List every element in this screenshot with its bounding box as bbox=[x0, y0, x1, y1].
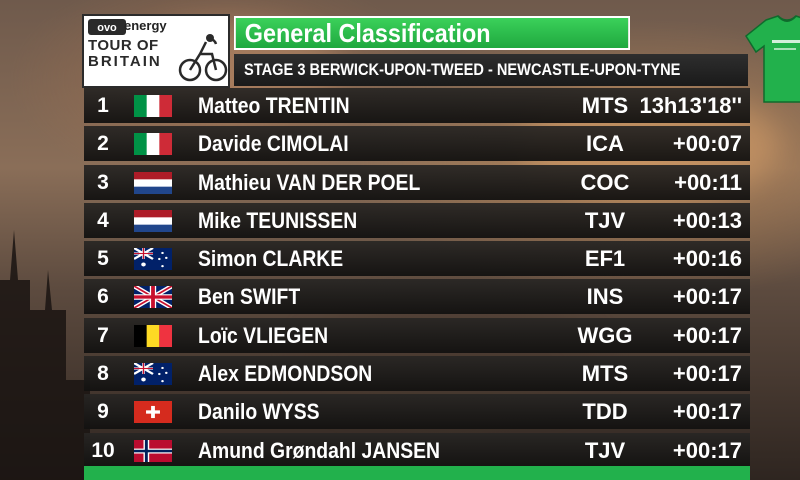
rider-name: Simon CLARKE bbox=[198, 246, 344, 272]
gap-time: +00:07 bbox=[672, 131, 742, 157]
rider-name: Loïc VLIEGEN bbox=[198, 322, 329, 348]
norway-flag-icon bbox=[134, 439, 172, 462]
italy-flag-icon bbox=[134, 95, 172, 117]
green-jersey-icon bbox=[745, 15, 800, 103]
rank: 9 bbox=[97, 400, 109, 424]
page-title: General Classification bbox=[234, 16, 630, 50]
table-row: 10 Amund Grøndahl JANSEN TJV +00:17 bbox=[84, 432, 750, 468]
stage-info: STAGE 3 BERWICK-UPON-TWEED - NEWCASTLE-U… bbox=[234, 54, 748, 86]
gap-time: 13h13'18'' bbox=[639, 93, 742, 118]
table-row: 2 Davide CIMOLAI ICA +00:07 bbox=[84, 126, 750, 162]
footer-bar bbox=[84, 466, 750, 480]
rank: 2 bbox=[97, 132, 109, 156]
rider-name: Mike TEUNISSEN bbox=[198, 207, 358, 233]
logo-text-line1: TOUR OF bbox=[88, 37, 159, 54]
netherlands-flag-icon bbox=[134, 209, 172, 232]
table-row: 9 Danilo WYSS TDD +00:17 bbox=[84, 394, 750, 430]
rank: 4 bbox=[97, 208, 109, 232]
australia-flag-icon bbox=[134, 248, 172, 271]
gap-time: +00:11 bbox=[674, 169, 742, 195]
gap-time: +00:17 bbox=[672, 361, 742, 387]
tour-of-britain-logo: ovo energy TOUR OF BRITAIN bbox=[82, 14, 230, 88]
table-row: 8 Alex EDMONDSON MTS +00:17 bbox=[84, 356, 750, 392]
gap-time: +00:17 bbox=[672, 322, 742, 348]
team-code: MTS bbox=[581, 93, 629, 118]
italy-flag-icon bbox=[134, 133, 172, 156]
switzerland-flag-icon bbox=[134, 401, 172, 424]
sponsor-label: energy bbox=[124, 18, 167, 33]
table-row: 4 Mike TEUNISSEN TJV +00:13 bbox=[84, 202, 750, 238]
table-row: 3 Mathieu VAN DER POEL COC +00:11 bbox=[84, 164, 750, 200]
team-code: ICA bbox=[586, 131, 624, 157]
rider-name: Danilo WYSS bbox=[198, 399, 320, 425]
uk-flag-icon bbox=[134, 286, 172, 309]
standings-table: 1 Matteo TRENTIN MTS 13h13'18'' 2 Davide CIMO… bbox=[84, 88, 750, 471]
table-row: 6 Ben SWIFT INS +00:17 bbox=[84, 279, 750, 315]
rank: 1 bbox=[97, 94, 109, 117]
team-code: WGG bbox=[577, 322, 633, 348]
gap-time: +00:17 bbox=[672, 437, 742, 463]
table-row: 5 Simon CLARKE EF1 +00:16 bbox=[84, 241, 750, 277]
rider-name: Matteo TRENTIN bbox=[198, 93, 350, 118]
cyclist-icon bbox=[178, 34, 228, 82]
rider-name: Amund Grøndahl JANSEN bbox=[198, 437, 441, 463]
svg-text:ovo: ovo bbox=[97, 22, 117, 34]
building-silhouette bbox=[0, 230, 90, 480]
netherlands-flag-icon bbox=[134, 171, 172, 194]
stage-label: STAGE 3 BERWICK-UPON-TWEED - NEWCASTLE-U… bbox=[244, 60, 681, 79]
gap-time: +00:17 bbox=[672, 399, 742, 425]
belgium-flag-icon bbox=[134, 324, 172, 347]
team-code: COC bbox=[580, 169, 630, 195]
australia-flag-icon bbox=[134, 363, 172, 386]
gap-time: +00:17 bbox=[672, 284, 742, 310]
header: ovo energy TOUR OF BRITAIN General Class… bbox=[82, 14, 800, 103]
table-row: 1 Matteo TRENTIN MTS 13h13'18'' bbox=[84, 88, 750, 123]
rank: 5 bbox=[97, 247, 109, 271]
rank: 10 bbox=[91, 438, 115, 462]
rider-name: Ben SWIFT bbox=[198, 284, 301, 310]
team-code: EF1 bbox=[584, 246, 626, 272]
rank: 7 bbox=[97, 323, 109, 347]
team-code: INS bbox=[586, 284, 624, 310]
rank: 8 bbox=[97, 362, 109, 386]
gap-time: +00:16 bbox=[672, 246, 742, 272]
rank: 6 bbox=[97, 285, 109, 309]
team-code: TDD bbox=[582, 399, 628, 425]
ovo-logo-icon: ovo bbox=[88, 19, 126, 35]
team-code: TJV bbox=[584, 437, 626, 463]
table-row: 7 Loïc VLIEGEN WGG +00:17 bbox=[84, 317, 750, 353]
logo-text-line2: BRITAIN bbox=[88, 53, 162, 70]
team-code: TJV bbox=[584, 207, 626, 233]
rider-name: Davide CIMOLAI bbox=[198, 131, 349, 157]
team-code: MTS bbox=[581, 361, 629, 387]
gap-time: +00:13 bbox=[672, 207, 742, 233]
rider-name: Alex EDMONDSON bbox=[198, 361, 373, 387]
rider-name: Mathieu VAN DER POEL bbox=[198, 169, 421, 195]
rank: 3 bbox=[97, 170, 109, 194]
